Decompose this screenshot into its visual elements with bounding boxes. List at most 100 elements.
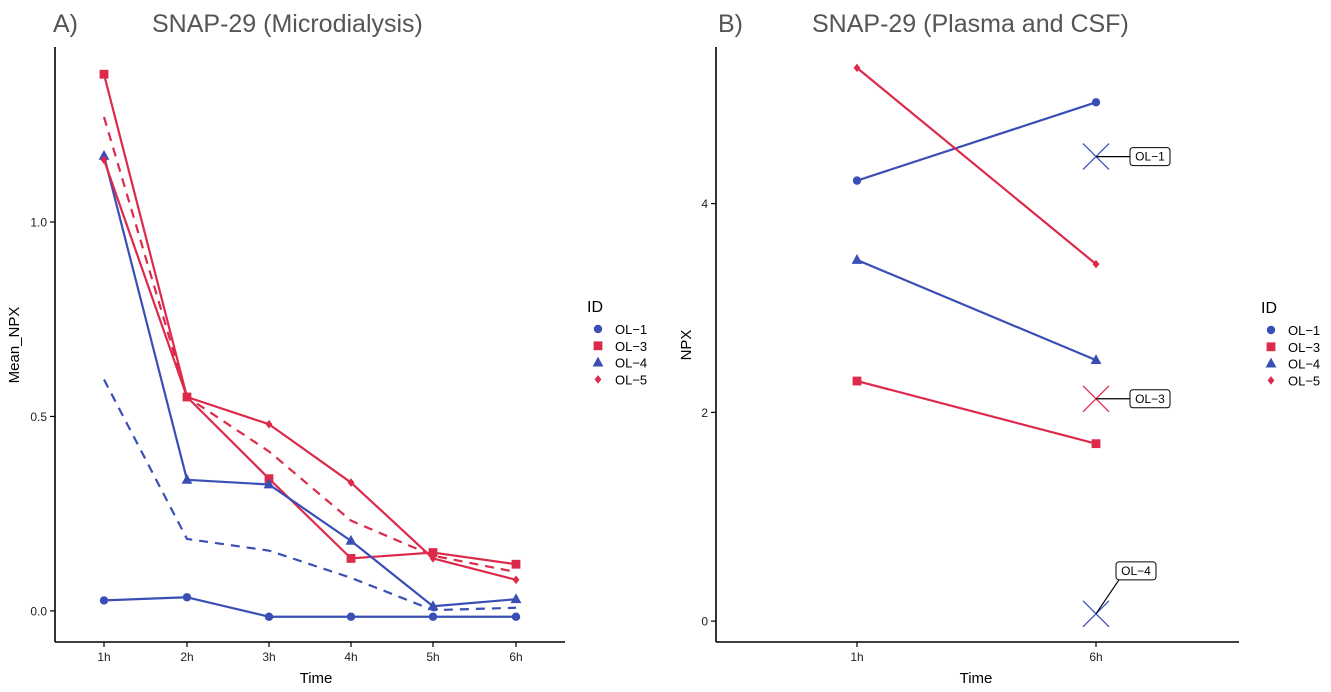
panel-a-y-ticks: 0.0 0.5 1.0	[30, 216, 55, 618]
legend-b-title: ID	[1261, 300, 1277, 317]
legend-item: OL−4	[592, 356, 647, 371]
panel-a: A) SNAP-29 (Microdialysis) Time Mean_NPX…	[6, 10, 565, 687]
data-point	[181, 473, 193, 484]
x-tick-label: 6h	[1089, 650, 1102, 664]
data-point	[183, 392, 191, 402]
data-point	[1090, 354, 1102, 365]
dashed-mean-line	[103, 378, 517, 612]
legend-label: OL−1	[615, 322, 647, 337]
panel-a-label: A)	[53, 10, 78, 38]
annotation-box	[1129, 389, 1171, 409]
legend-a-title: ID	[587, 299, 603, 316]
x-tick-label: 3h	[262, 650, 275, 664]
data-point	[345, 534, 357, 545]
data-point	[510, 593, 522, 604]
data-point	[428, 548, 438, 557]
panel-b-x-ticks: 1h 6h	[850, 642, 1103, 664]
data-point	[852, 376, 862, 386]
panel-a-series-lines	[102, 73, 517, 618]
y-tick-label: 0.0	[30, 604, 47, 618]
series-line	[102, 73, 517, 566]
panel-b-x-label: Time	[960, 670, 993, 687]
data-point	[511, 559, 521, 569]
x-tick-label: 6h	[509, 650, 522, 664]
data-point	[182, 593, 192, 602]
annotation-label: OL−3	[1135, 392, 1165, 406]
legend-key	[1267, 376, 1275, 385]
legend-label: OL−1	[1288, 323, 1320, 338]
data-point	[99, 596, 109, 605]
x-tick-label: 5h	[426, 650, 439, 664]
legend-label: OL−4	[615, 356, 647, 371]
series-line	[856, 67, 1097, 265]
legend-item: OL−4	[1265, 357, 1320, 372]
panel-a-y-label: Mean_NPX	[6, 307, 23, 384]
data-point	[99, 69, 109, 79]
data-point	[511, 612, 521, 621]
series-line	[856, 379, 1097, 445]
annotation: OL−3	[1082, 385, 1171, 413]
legend-key	[1266, 342, 1276, 352]
legend-key	[593, 341, 603, 351]
y-tick-label: 0	[701, 615, 708, 629]
legend-key	[1266, 325, 1276, 335]
data-point	[851, 253, 863, 264]
data-point	[265, 419, 273, 429]
data-point	[1091, 439, 1101, 449]
legend-key	[593, 324, 603, 334]
panel-b-y-label: NPX	[678, 330, 695, 361]
legend-key	[592, 356, 604, 367]
legend-label: OL−5	[615, 372, 647, 387]
data-point	[853, 63, 861, 73]
panel-b-label: B)	[718, 10, 743, 38]
y-tick-label: 4	[701, 197, 708, 211]
panel-b-series-points	[851, 63, 1102, 449]
series-line	[856, 258, 1097, 362]
annotation-label: OL−1	[1135, 150, 1165, 164]
y-tick-label: 0.5	[30, 410, 47, 424]
annotation-box	[1115, 561, 1157, 581]
legend-item: OL−1	[593, 322, 647, 337]
y-tick-label: 2	[701, 406, 708, 420]
data-point	[346, 553, 356, 563]
legend-a: ID OL−1 OL−3 OL−4OL−5	[587, 299, 647, 387]
annotation: OL−4	[1082, 561, 1157, 628]
legend-b: ID OL−1 OL−3 OL−4OL−5	[1261, 300, 1320, 388]
annotation-box	[1129, 147, 1171, 167]
series-line	[856, 101, 1097, 182]
legend-label: OL−3	[1288, 340, 1320, 355]
y-tick-label: 1.0	[30, 216, 47, 230]
data-point	[429, 554, 437, 563]
x-tick-label: 2h	[180, 650, 193, 664]
data-point	[512, 575, 520, 585]
x-tick-label: 1h	[850, 650, 863, 664]
legend-item: OL−3	[1266, 340, 1320, 355]
legend-item: OL−5	[594, 372, 647, 387]
annotation-label: OL−4	[1121, 564, 1151, 578]
series-line	[102, 159, 517, 581]
data-point	[852, 176, 862, 185]
panel-a-x-label: Time	[300, 670, 333, 687]
legend-item: OL−1	[1266, 323, 1320, 338]
data-point	[1092, 259, 1100, 269]
legend-label: OL−5	[1288, 373, 1320, 388]
panel-b-title: SNAP-29 (Plasma and CSF)	[812, 10, 1129, 38]
data-point	[100, 155, 108, 165]
legend-key	[594, 375, 602, 384]
data-point	[347, 478, 355, 487]
annotation: OL−1	[1082, 143, 1171, 171]
x-tick-label: 1h	[97, 650, 110, 664]
legend-item: OL−5	[1267, 373, 1320, 388]
legend-label: OL−4	[1288, 357, 1320, 372]
data-point	[428, 612, 438, 621]
data-point	[346, 612, 356, 621]
panel-b-y-ticks: 0 2 4	[701, 197, 716, 629]
series-line	[102, 155, 517, 608]
panel-a-x-ticks: 1h 2h 3h 4h 5h 6h	[97, 642, 523, 664]
data-point	[264, 612, 274, 621]
data-point	[98, 149, 110, 160]
legend-key	[1265, 357, 1277, 368]
panel-a-series-points	[98, 69, 522, 621]
data-point	[263, 478, 275, 489]
